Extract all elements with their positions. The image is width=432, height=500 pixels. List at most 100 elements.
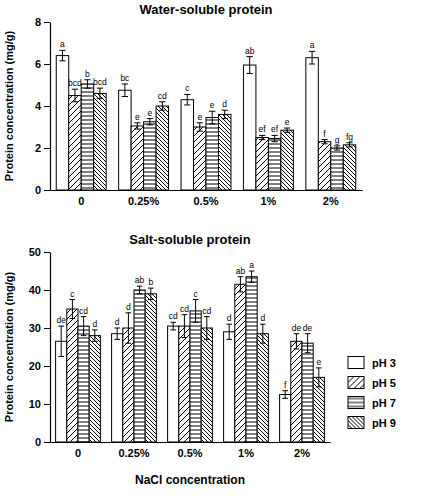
error-bar — [197, 123, 203, 131]
y-tick-mark — [44, 442, 50, 443]
bar — [291, 341, 302, 442]
y-tick: 2 — [35, 142, 50, 154]
legend-item: pH 3 — [348, 357, 396, 369]
error-bar — [259, 135, 265, 139]
significance-letter: d — [115, 317, 120, 327]
significance-letter: de — [56, 315, 66, 325]
significance-letter: c — [185, 83, 190, 93]
x-tick-label: 0.25% — [128, 195, 159, 207]
y-tick-label: 8 — [35, 16, 41, 28]
plot-area — [56, 271, 325, 442]
x-axis-title: NaCl concentration — [135, 473, 245, 487]
error-bar — [159, 102, 165, 110]
y-tick-mark — [44, 64, 50, 65]
y-tick: 50 — [29, 246, 50, 258]
y-axis-title: Protein concentration (mg/g) — [3, 271, 15, 422]
y-tick-label: 40 — [29, 284, 41, 296]
significance-letter: bcd — [93, 77, 107, 87]
y-tick-label: 4 — [35, 100, 42, 112]
x-tick: 0.5% — [193, 190, 218, 207]
legend-label: pH 9 — [372, 417, 396, 429]
chart: 0246800.25%0.5%1%2%abccababcdeeeffbeeefg… — [35, 16, 363, 207]
error-bar — [294, 334, 300, 349]
y-tick-label: 6 — [35, 58, 41, 70]
significance-letter: de — [292, 323, 302, 333]
x-axis-line — [51, 442, 331, 443]
bar — [246, 277, 257, 442]
x-tick: 1% — [238, 442, 254, 459]
x-axis: 00.25%0.5%1%2% — [51, 442, 331, 459]
significance-letter: c — [193, 289, 198, 299]
error-bar — [226, 324, 232, 339]
x-tick: 0.25% — [128, 190, 159, 207]
error-bar — [59, 50, 65, 61]
bar — [257, 334, 268, 442]
y-tick-label: 10 — [29, 398, 41, 410]
significance-letter: e — [316, 357, 321, 367]
significance-letter: d — [126, 302, 131, 312]
error-bar — [204, 317, 210, 340]
error-bar — [284, 128, 290, 132]
bar — [131, 126, 143, 190]
bar — [94, 93, 106, 190]
error-bar — [122, 84, 128, 97]
error-bar — [247, 57, 253, 74]
error-bar — [209, 111, 215, 124]
x-axis-line — [51, 190, 363, 191]
significance-letter: e — [197, 112, 202, 122]
y-tick: 4 — [35, 100, 50, 112]
bar — [243, 65, 255, 190]
y-tick-label: 50 — [29, 246, 41, 258]
y-axis-title: Protein concentration (mg/g) — [3, 30, 15, 181]
legend-swatch — [348, 397, 364, 409]
significance-letter: f — [284, 380, 287, 390]
significance-letter: ab — [245, 46, 255, 56]
significance-letter: d — [260, 313, 265, 323]
x-tick-label: 2% — [294, 447, 310, 459]
y-tick: 0 — [35, 184, 50, 196]
x-tick-label: 0 — [78, 195, 84, 207]
significance-letter: b — [148, 277, 153, 287]
bar — [69, 96, 81, 191]
x-tick: 0.5% — [177, 442, 202, 459]
bar — [331, 148, 343, 190]
y-tick: 20 — [29, 360, 50, 372]
y-tick: 40 — [29, 284, 50, 296]
error-bar — [309, 51, 315, 64]
x-tick-label: 1% — [238, 447, 254, 459]
bar — [302, 343, 313, 442]
y-tick-mark — [44, 252, 50, 253]
bar — [268, 139, 280, 190]
bar — [112, 334, 123, 442]
y-tick-mark — [44, 190, 50, 191]
error-bar — [238, 277, 244, 292]
y-axis-line — [50, 253, 51, 443]
y-axis: 01020304050 — [29, 246, 51, 448]
y-tick-label: 0 — [35, 184, 41, 196]
error-bar — [282, 391, 288, 399]
x-axis: 00.25%0.5%1%2% — [51, 190, 363, 207]
error-bar — [72, 89, 78, 102]
x-tick-label: 0.5% — [177, 447, 202, 459]
significance-letter: e — [147, 108, 152, 118]
legend-swatch — [348, 357, 364, 369]
y-tick-mark — [44, 290, 50, 291]
figure: 0246800.25%0.5%1%2%abccababcdeeeffbeeefg… — [0, 0, 432, 500]
chart-title: Salt-soluble protein — [129, 232, 250, 247]
y-tick-mark — [44, 22, 50, 23]
bar — [280, 395, 291, 443]
error-bar — [134, 123, 140, 129]
x-tick: 2% — [294, 442, 310, 459]
y-axis-line — [50, 23, 51, 191]
bar — [145, 294, 156, 442]
error-bar — [182, 315, 188, 338]
bar — [343, 145, 355, 190]
plot-area — [56, 50, 356, 190]
bar — [134, 290, 145, 442]
significance-letter: ef — [259, 124, 267, 134]
bar — [201, 328, 212, 442]
chart-title: Water-soluble protein — [139, 2, 272, 17]
bar — [281, 130, 293, 190]
significance-letter: e — [135, 112, 140, 122]
significance-letter: cd — [180, 304, 189, 314]
